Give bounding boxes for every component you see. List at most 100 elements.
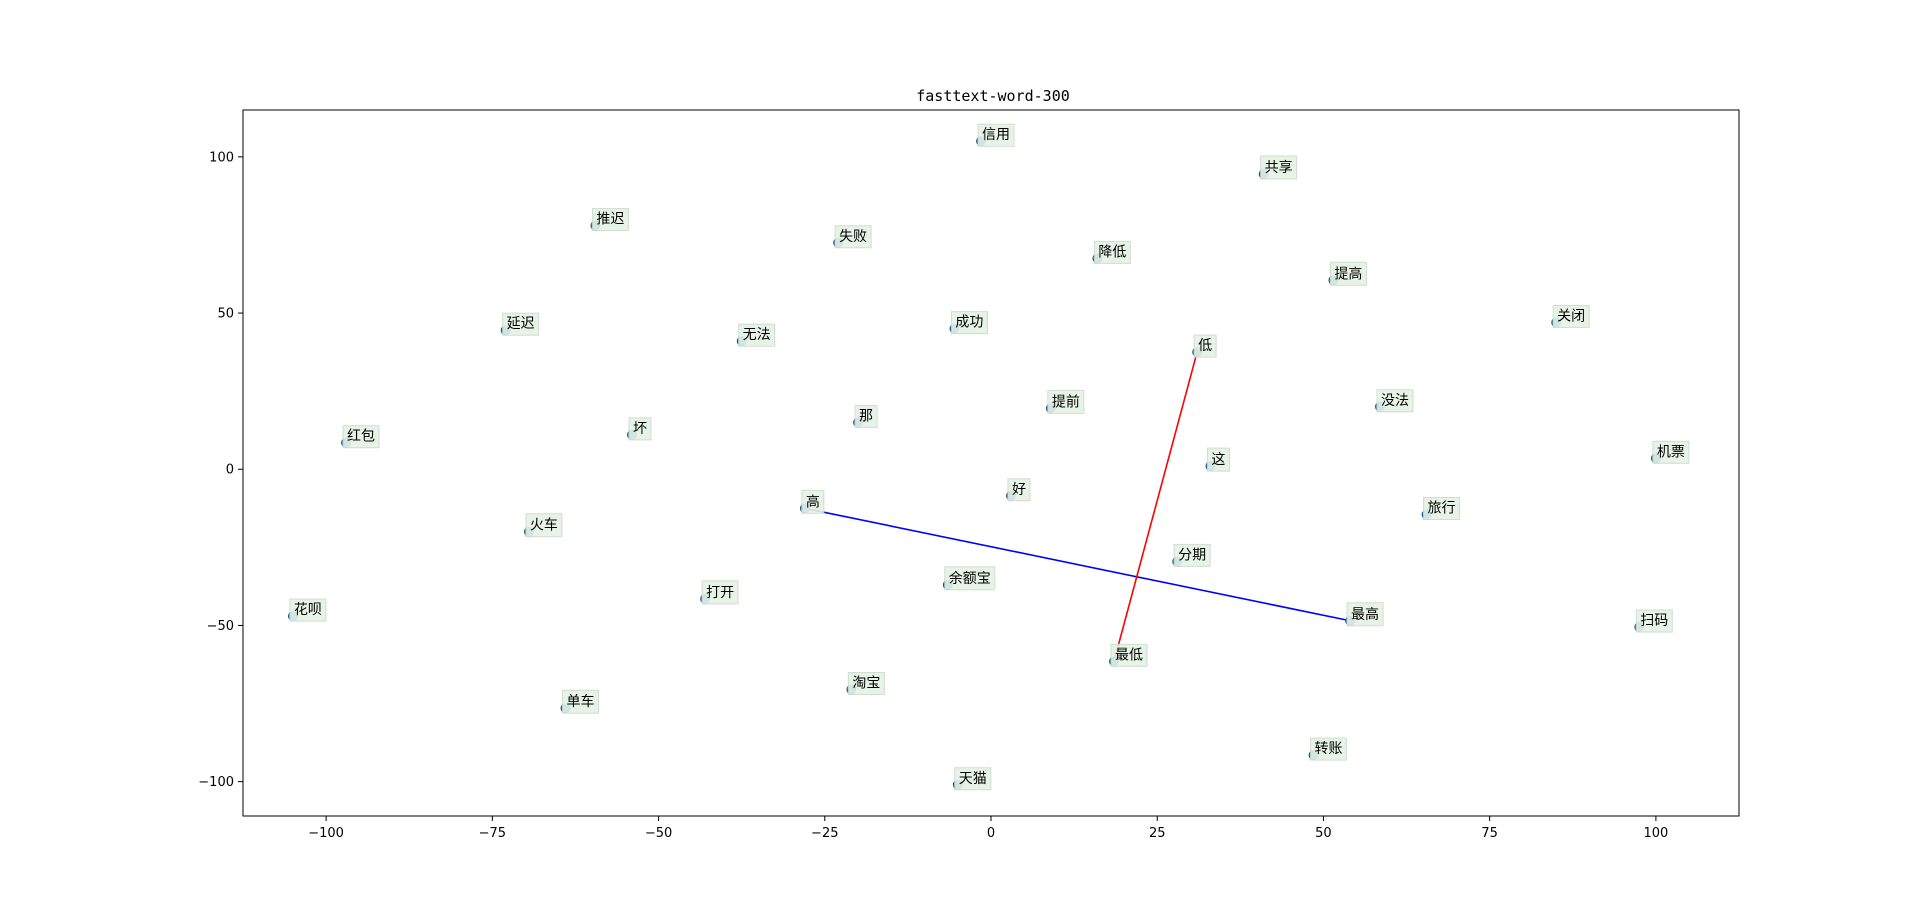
point-label-text: 机票 <box>1657 444 1685 460</box>
point-label-text: 这 <box>1211 451 1225 468</box>
point-label: 提高 <box>1329 261 1367 286</box>
x-tick-label: 50 <box>1315 826 1332 841</box>
point-label-text: 无法 <box>743 327 771 343</box>
point-label: 降低 <box>1093 240 1131 264</box>
point-label-text: 坏 <box>633 421 647 437</box>
point-label: 关闭 <box>1552 304 1590 328</box>
point-label-box <box>847 671 885 695</box>
x-tick-label: −25 <box>811 826 838 841</box>
x-tick-label: −50 <box>645 826 672 841</box>
connector-line-1 <box>1113 351 1198 662</box>
point-label: 失败 <box>834 225 872 249</box>
point-label-box <box>502 312 540 336</box>
y-tick-label: −100 <box>198 775 234 790</box>
point-label: 最低 <box>1110 643 1148 667</box>
point-label-text: 花呗 <box>294 602 322 618</box>
point-label-box <box>1173 543 1211 567</box>
point-label: 这 <box>1206 447 1230 472</box>
point-label-box <box>1206 447 1230 472</box>
point-label-text: 延迟 <box>507 316 535 332</box>
point-label-text: 低 <box>1198 338 1212 354</box>
connector-line-0 <box>804 507 1351 622</box>
point-label-text: 提前 <box>1052 393 1080 410</box>
y-tick-label: 100 <box>209 150 234 165</box>
x-tick-label: −100 <box>308 826 344 841</box>
point-label-text: 失败 <box>839 229 867 245</box>
point-label-text: 单车 <box>566 693 594 710</box>
point-label-text: 扫码 <box>1640 613 1668 629</box>
point-label: 旅行 <box>1423 497 1461 521</box>
point-label: 红包 <box>342 425 380 449</box>
data-points <box>287 136 1661 790</box>
y-axis: −100 −50 0 50 100 <box>198 150 243 790</box>
point-label: 低 <box>1193 334 1217 358</box>
point-label-text: 没法 <box>1381 393 1409 409</box>
point-label-box <box>342 425 380 449</box>
point-label-box <box>834 225 872 249</box>
point-label-text: 火车 <box>530 517 558 534</box>
point-label-box <box>1193 334 1217 358</box>
x-tick-label: −75 <box>479 826 506 841</box>
point-label: 延迟 <box>502 312 540 336</box>
point-label-box <box>561 689 599 714</box>
point-label: 天猫 <box>954 767 992 791</box>
plot-area <box>242 109 1740 817</box>
point-label: 花呗 <box>289 598 327 622</box>
point-label: 机票 <box>1652 440 1690 464</box>
point-label: 无法 <box>738 323 776 347</box>
point-label: 扫码 <box>1635 609 1673 633</box>
point-label-text: 分期 <box>1178 547 1206 563</box>
point-label: 余额宝 <box>944 566 996 591</box>
point-label-text: 关闭 <box>1557 308 1585 324</box>
point-label-text: 淘宝 <box>852 675 880 691</box>
point-label-text: 最高 <box>1351 606 1379 623</box>
y-tick-label: 0 <box>226 463 234 478</box>
point-label-text: 降低 <box>1098 244 1126 260</box>
point-label-box <box>801 489 825 514</box>
point-label-text: 信用 <box>982 127 1010 143</box>
x-tick-label: 100 <box>1643 826 1668 841</box>
point-label-box <box>1110 643 1148 667</box>
point-label-text: 好 <box>1012 482 1026 498</box>
point-label-box <box>738 323 776 347</box>
point-label-box <box>1329 261 1367 286</box>
point-label-box <box>1047 389 1085 414</box>
point-label-text: 那 <box>859 408 873 424</box>
point-label-box <box>1346 602 1384 627</box>
point-label-text: 转账 <box>1314 741 1342 757</box>
point-label: 最高 <box>1346 602 1384 627</box>
point-label: 好 <box>1007 478 1031 502</box>
point-label: 共享 <box>1260 155 1298 180</box>
x-axis: −100 −75 −50 −25 0 25 50 75 100 <box>308 816 1668 841</box>
point-label-text: 打开 <box>706 584 734 601</box>
point-label-box <box>1007 478 1031 502</box>
point-label-text: 天猫 <box>959 771 987 787</box>
point-label-box <box>628 417 652 441</box>
point-label-box <box>944 566 996 591</box>
point-label: 高 <box>801 489 825 514</box>
point-label-text: 高 <box>806 493 820 510</box>
connector-lines <box>804 351 1351 662</box>
point-label: 成功 <box>950 311 988 335</box>
point-label-box <box>954 767 992 791</box>
point-label: 淘宝 <box>847 671 885 695</box>
point-label-box <box>701 580 739 605</box>
point-label-box <box>977 123 1015 147</box>
point-label-text: 提高 <box>1334 265 1362 282</box>
point-label-box <box>1552 304 1590 328</box>
point-label-box <box>854 404 878 428</box>
point-label: 坏 <box>628 417 652 441</box>
point-label: 单车 <box>561 689 599 714</box>
point-label-text: 最低 <box>1115 647 1143 663</box>
point-label-text: 成功 <box>955 315 983 331</box>
point-label: 火车 <box>525 513 563 538</box>
point-label-box <box>289 598 327 622</box>
point-label-box <box>1423 497 1461 521</box>
point-label-box <box>1093 240 1131 264</box>
chart-title: fasttext-word-300 <box>916 87 1070 105</box>
point-label-box <box>1260 155 1298 180</box>
y-tick-label: −50 <box>207 619 234 634</box>
y-tick-label: 50 <box>217 307 234 322</box>
